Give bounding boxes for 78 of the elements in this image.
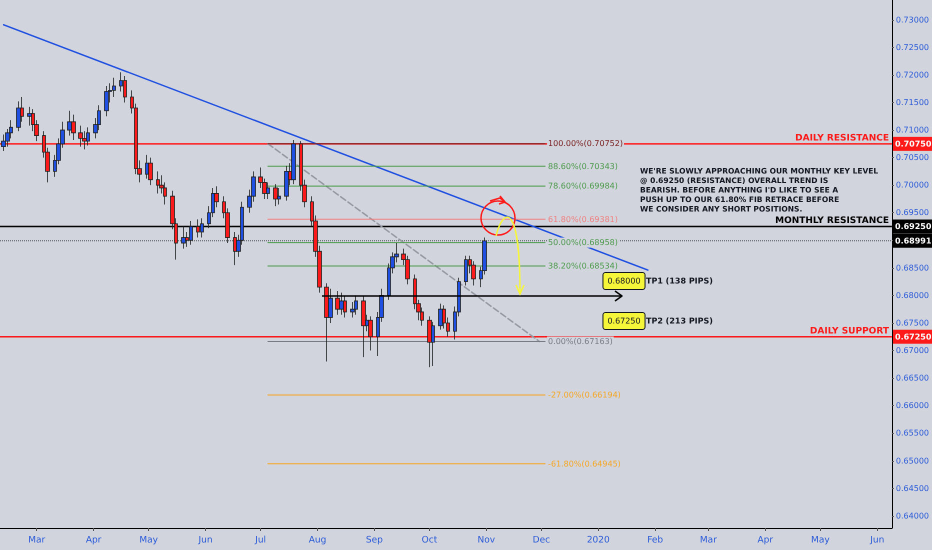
y-tick-label: 0.66000 <box>896 401 930 410</box>
candlestick <box>86 126 90 146</box>
x-tick-label: Jun <box>869 536 884 546</box>
x-tick-label: Feb <box>647 536 664 546</box>
y-tick-label: 0.70000 <box>896 180 930 190</box>
x-tick-label: May <box>811 536 830 546</box>
ref-line-label: MONTHLY RESISTANCE <box>775 216 889 226</box>
text: 0.70750 <box>895 139 932 148</box>
x-tick-label: Oct <box>422 536 438 546</box>
candlestick <box>291 140 296 184</box>
candlestick <box>266 182 270 200</box>
y-tick-label: 0.65500 <box>896 428 930 438</box>
candlestick <box>233 232 237 266</box>
x-tick-label: Jun <box>198 536 213 546</box>
x-tick-label: Mar <box>28 536 46 546</box>
y-tick-label: 0.67000 <box>896 346 930 356</box>
candlestick <box>464 255 468 286</box>
annotation: 0.68000 <box>607 276 641 286</box>
candlestick <box>123 76 127 103</box>
y-tick-label: 0.71000 <box>896 126 930 135</box>
y-tick-label: 0.69500 <box>896 208 930 218</box>
candlestick <box>200 218 204 238</box>
x-tick-label: 2020 <box>586 536 610 546</box>
candlestick <box>354 295 358 316</box>
x-tick-label: Aug <box>308 536 326 546</box>
x-tick-label: Apr <box>758 536 774 546</box>
text: 0.68991 <box>895 236 932 246</box>
x-tick-label: Jul <box>254 536 266 546</box>
series-label: 38.20%(0.68534) <box>548 261 618 270</box>
candlestick <box>67 110 72 136</box>
y-tick-label: 0.72000 <box>896 70 930 80</box>
y-tick-label: 0.72500 <box>896 42 930 52</box>
x-tick-label: Nov <box>478 536 496 546</box>
x-tick-label: May <box>139 536 159 546</box>
candlestick <box>277 188 281 205</box>
series-label: 88.60%(0.70343) <box>548 162 618 171</box>
annotation: TP2 (213 PIPS) <box>646 316 713 326</box>
y-tick-label: 0.65000 <box>896 456 930 466</box>
y-tick-label: 0.64500 <box>896 484 930 493</box>
y-tick-label: 0.66500 <box>896 374 930 383</box>
series-label: -61.80%(0.64945) <box>548 459 621 468</box>
x-tick-label: Dec <box>532 536 550 546</box>
candlestick <box>196 218 200 238</box>
y-tick-label: 0.73000 <box>896 15 930 24</box>
candlestick <box>438 303 443 330</box>
y-tick-label: 0.68000 <box>896 290 930 300</box>
candlestick <box>148 157 153 186</box>
ref-line-label: DAILY RESISTANCE <box>795 133 889 144</box>
y-tick-label: 0.67500 <box>896 318 930 328</box>
series-label: 100.00%(0.70752) <box>548 139 623 148</box>
candlestick <box>273 184 278 207</box>
candlestick <box>181 226 186 249</box>
y-tick-label: 0.70500 <box>896 153 930 162</box>
series-label: 50.00%(0.68958) <box>548 238 618 248</box>
annotation: 0.67250 <box>607 316 641 326</box>
series-label: 78.60%(0.69984) <box>548 182 618 191</box>
candlestick <box>71 114 76 140</box>
candlestick <box>189 220 193 246</box>
annotation: TP1 (138 PIPS) <box>646 276 713 286</box>
candlestick <box>16 101 21 132</box>
text: 0.67250 <box>895 332 932 342</box>
candlestick <box>104 86 109 117</box>
candlestick <box>343 296 347 318</box>
x-tick-label: Mar <box>700 536 718 546</box>
x-tick-label: Sep <box>366 536 384 546</box>
candlestick <box>335 290 340 316</box>
candlestick <box>284 165 289 202</box>
y-tick-label: 0.64000 <box>896 511 930 520</box>
x-tick-label: Apr <box>86 536 102 546</box>
series-label: 0.00%(0.67163) <box>548 337 613 346</box>
series-label: -27.00%(0.66194) <box>548 390 621 400</box>
candlestick <box>339 292 344 316</box>
ref-line-label: DAILY SUPPORT <box>810 326 890 336</box>
text: 0.69250 <box>895 222 932 232</box>
y-tick-label: 0.68500 <box>896 263 930 272</box>
y-tick-label: 0.71500 <box>896 98 930 108</box>
candlestick <box>156 171 160 194</box>
series-label: 61.80%(0.69381) <box>548 214 618 224</box>
